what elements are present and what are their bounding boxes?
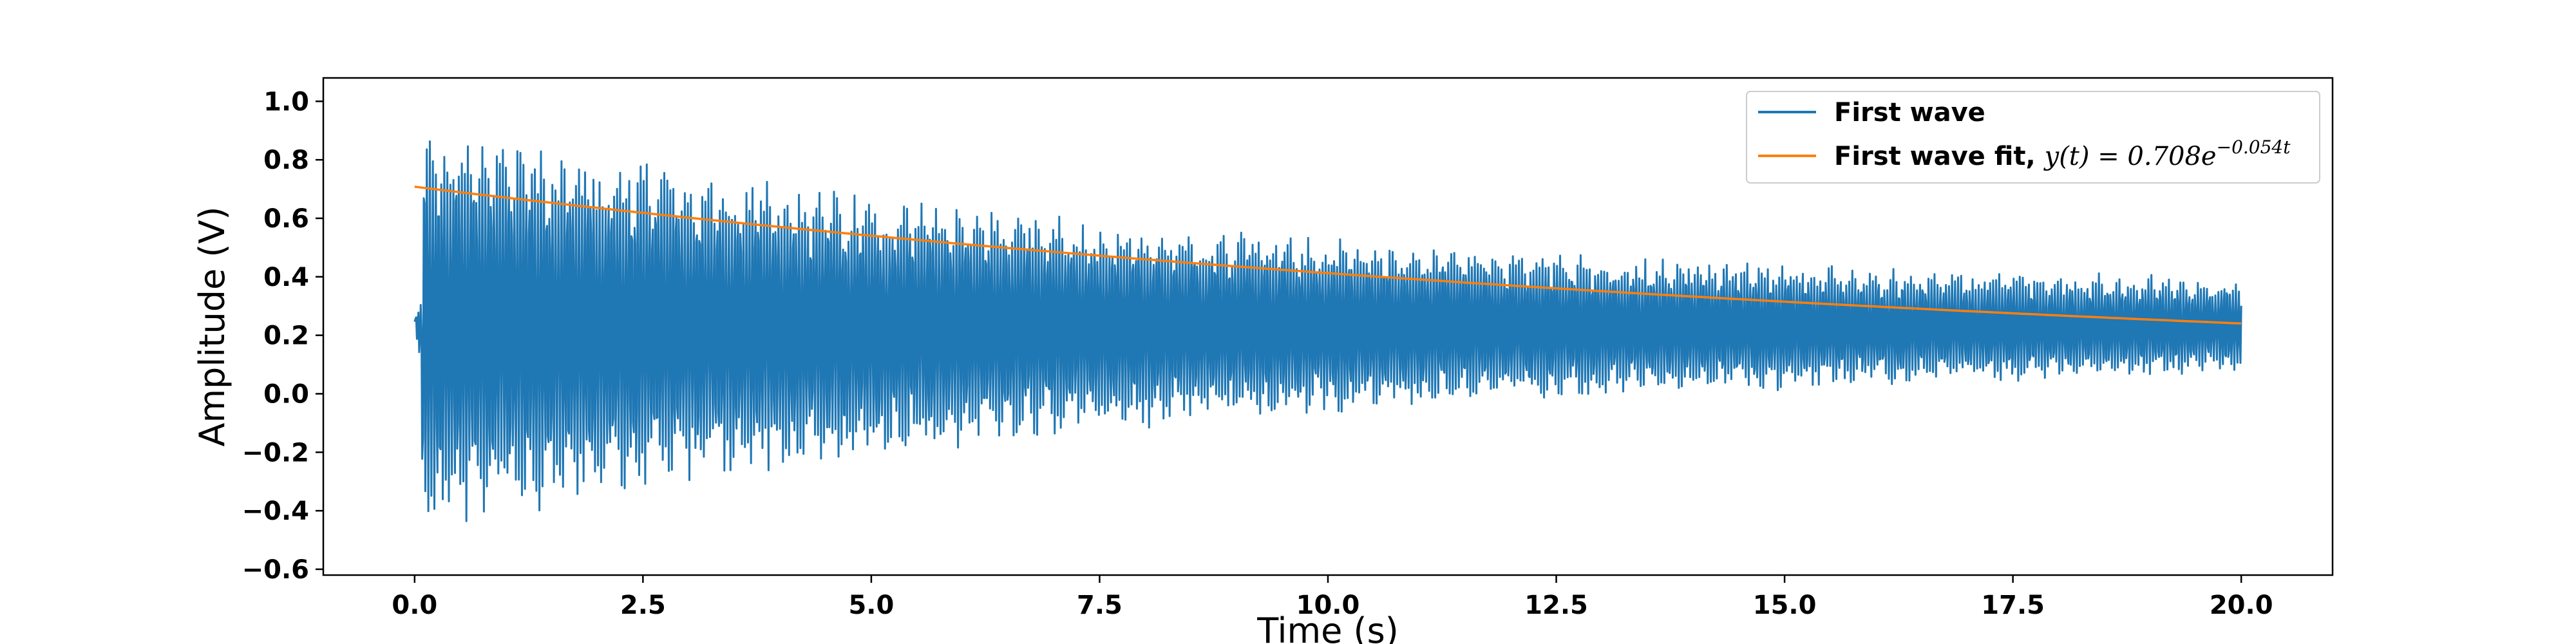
y-tick-label: −0.6 [242,555,309,585]
x-tick-label: 2.5 [620,591,666,620]
x-tick-label: 10.0 [1296,591,1360,620]
y-axis-ticks: −0.6 −0.4 −0.2 0.0 0.2 0.4 0.6 0.8 1.0 [242,87,323,585]
legend-box [1746,91,2320,184]
first-wave-fit-series [414,185,2242,325]
x-axis-ticks: 0.0 2.5 5.0 7.5 10.0 12.5 15.0 17.5 20.0 [392,575,2273,620]
y-tick-label: 1.0 [263,87,309,117]
y-tick-label: −0.2 [242,438,309,468]
first-wave-line [413,140,2242,522]
legend-label-first-wave-fit: First wave fit, y(t) = 0.708e−0.054t [1834,137,2291,171]
x-tick-label: 7.5 [1077,591,1122,620]
y-tick-label: 0.2 [263,321,309,351]
y-tick-label: 0.4 [263,263,309,292]
x-tick-label: 12.5 [1524,591,1588,620]
legend-fit-formula: y(t) = 0.708e [2043,142,2217,171]
x-tick-label: 15.0 [1753,591,1817,620]
y-tick-label: 0.6 [263,204,309,234]
y-tick-label: −0.4 [242,497,309,526]
x-axis-label: Time (s) [1256,611,1399,644]
legend-fit-name: First wave fit, [1834,142,2045,171]
first-wave-fit-line [414,185,2242,325]
y-axis-label: Amplitude (V) [192,207,232,447]
first-wave-series [413,140,2242,522]
x-tick-label: 5.0 [848,591,894,620]
x-tick-label: 20.0 [2210,591,2273,620]
y-tick-label: 0.0 [263,379,309,409]
plot-area [413,140,2242,522]
x-tick-label: 0.0 [392,591,437,620]
x-tick-label: 17.5 [1981,591,2045,620]
y-tick-label: 0.8 [263,146,309,175]
legend-fit-exponent: −0.054t [2217,137,2291,158]
legend-label-first-wave: First wave [1834,98,1985,128]
legend: First wave First wave fit, y(t) = 0.708e… [1746,91,2320,184]
